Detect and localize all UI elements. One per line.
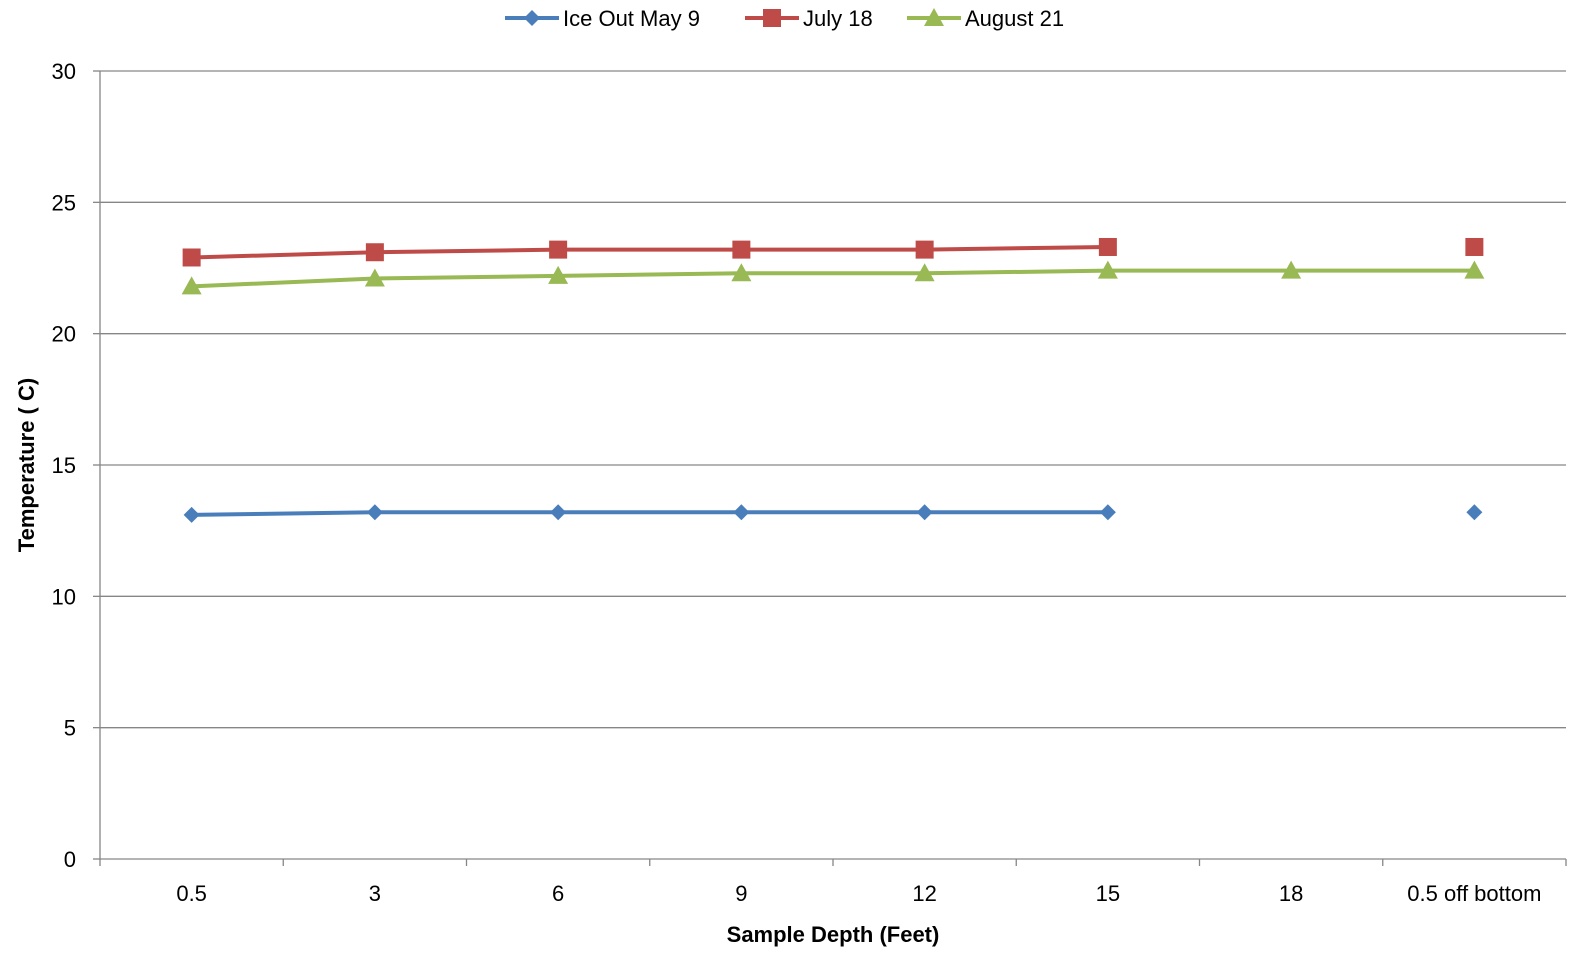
legend-entry: July 18 (745, 6, 873, 31)
legend-marker (924, 8, 944, 26)
x-axis-title: Sample Depth (Feet) (727, 922, 940, 947)
y-tick-label: 0 (64, 847, 76, 872)
legend-entry: Ice Out May 9 (505, 6, 700, 31)
x-tick-label: 9 (735, 881, 747, 906)
legend-marker (763, 9, 781, 27)
data-point (364, 268, 385, 287)
x-tick-label: 6 (552, 881, 564, 906)
x-tick-label: 18 (1279, 881, 1303, 906)
data-point (1464, 260, 1485, 279)
series-line (191, 268, 1475, 289)
legend-label: Ice Out May 9 (563, 6, 700, 31)
x-tick-label: 3 (369, 881, 381, 906)
data-point (1098, 237, 1117, 256)
axes (93, 70, 1567, 866)
data-point (365, 243, 384, 262)
series-group (181, 237, 1485, 523)
x-tick-label: 0.5 off bottom (1407, 881, 1541, 906)
legend-label: August 21 (965, 6, 1064, 31)
x-tick-label: 15 (1096, 881, 1120, 906)
x-tick-label: 0.5 (176, 881, 207, 906)
x-tick-labels: 0.5 3 6 9 12 15 18 0.5 off bottom (176, 881, 1541, 906)
data-point (549, 240, 568, 259)
data-point (916, 504, 933, 521)
data-point (550, 504, 567, 521)
data-point (1099, 504, 1116, 521)
data-point (1466, 504, 1483, 521)
y-tick-label: 25 (52, 190, 76, 215)
series-line (191, 244, 1108, 260)
y-tick-label: 5 (64, 716, 76, 741)
legend-entry: August 21 (907, 6, 1064, 31)
gridlines (100, 70, 1566, 729)
data-point (1281, 260, 1302, 279)
data-point (915, 240, 934, 259)
data-point (1465, 237, 1484, 256)
x-tick-label: 12 (912, 881, 936, 906)
data-point (914, 263, 935, 282)
data-point (366, 504, 383, 521)
data-point (731, 263, 752, 282)
series-line (191, 510, 1108, 517)
series-2 (182, 237, 1484, 267)
y-tick-label: 15 (52, 453, 76, 478)
data-point (548, 265, 569, 284)
legend: Ice Out May 9 July 18 August 21 (505, 6, 1064, 31)
data-point (733, 504, 750, 521)
legend-label: July 18 (803, 6, 873, 31)
data-point (732, 240, 751, 259)
series-3 (181, 260, 1485, 295)
y-axis-title: Temperature ( C) (14, 378, 39, 552)
data-point (183, 506, 200, 523)
data-point (1097, 260, 1118, 279)
y-tick-label: 30 (52, 59, 76, 84)
y-tick-labels: 0 5 10 15 20 25 30 (52, 59, 76, 872)
y-tick-label: 10 (52, 584, 76, 609)
series-1 (183, 504, 1483, 523)
legend-marker (524, 10, 540, 26)
data-point (181, 276, 202, 295)
data-point (182, 248, 201, 267)
y-tick-label: 20 (52, 322, 76, 347)
